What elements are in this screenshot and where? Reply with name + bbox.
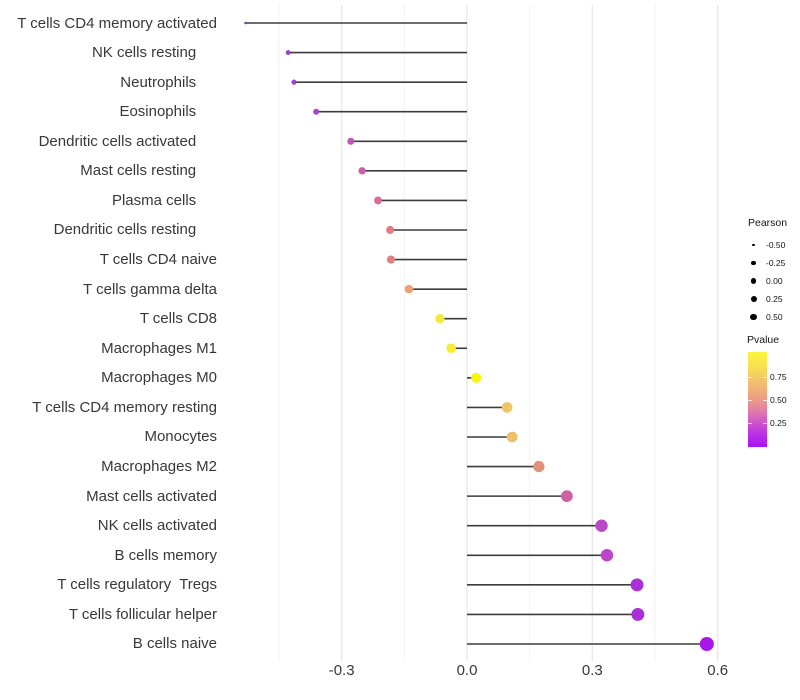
y-axis-label: Dendritic cells resting: [53, 221, 217, 239]
y-axis-label: B cells naive: [132, 635, 217, 653]
lollipop-dot: [501, 402, 513, 413]
y-axis-label: T cells CD4 memory activated: [17, 14, 217, 32]
lollipop-dot: [347, 137, 355, 145]
lollipop-dot: [506, 431, 518, 443]
lollipop-dot: [404, 284, 414, 294]
y-axis-label: T cells CD4 memory resting: [32, 398, 217, 416]
y-axis-label: Eosinophils: [119, 103, 217, 121]
legend-size-dot: [751, 260, 756, 266]
legend-size-label: 0.00: [766, 275, 783, 286]
legend-size-label: -0.50: [766, 239, 786, 250]
legend-size-dot: [750, 313, 757, 321]
y-axis-label: Mast cells activated: [86, 487, 217, 505]
y-axis-label: Mast cells resting: [80, 162, 217, 180]
colorbar-tick: [748, 400, 752, 401]
y-axis-label: Plasma cells: [111, 191, 217, 209]
y-axis-label: T cells gamma delta: [83, 280, 217, 298]
lollipop-dot: [560, 490, 573, 503]
colorbar-tick-label: 0.25: [770, 417, 787, 428]
lollipop-dot: [630, 578, 644, 592]
lollipop-dot: [291, 79, 297, 85]
y-axis-label: Neutrophils: [120, 73, 217, 91]
y-axis-label: T cells CD4 naive: [99, 251, 217, 269]
y-axis-label: Macrophages M2: [101, 458, 217, 476]
y-axis-label: T cells follicular helper: [68, 605, 217, 623]
lollipop-dot: [374, 196, 382, 205]
colorbar-tick: [748, 423, 752, 424]
lollipop-dot: [386, 255, 396, 264]
lollipop-dot: [358, 167, 366, 175]
legend-pvalue-title: Pvalue: [747, 334, 780, 346]
y-axis-label: T cells CD8: [139, 310, 217, 328]
legend-size-label: -0.25: [766, 257, 786, 268]
y-axis-label: Macrophages M1: [101, 339, 217, 357]
legend-size-label: 0.50: [766, 311, 783, 322]
lollipop-dot: [533, 460, 545, 473]
lollipop-dot: [471, 372, 482, 383]
y-axis-label: Monocytes: [144, 428, 217, 446]
y-axis-label: NK cells activated: [97, 517, 217, 535]
y-axis-label: NK cells resting: [91, 44, 217, 62]
y-axis-label: B cells memory: [114, 546, 217, 564]
x-axis-tick-label: 0.6: [707, 662, 729, 679]
x-axis-tick-label: -0.3: [328, 662, 355, 679]
y-axis-label: T cells regulatory Tregs: [57, 576, 217, 594]
legend-size-dot: [750, 296, 757, 302]
legend-pearson-title: Pearson: [748, 217, 788, 229]
colorbar-tick-label: 0.75: [770, 371, 787, 382]
legend-size-dot: [750, 278, 757, 284]
pvalue-colorbar: [748, 352, 767, 447]
y-axis-label: Macrophages M0: [101, 369, 217, 387]
lollipop-dot: [446, 343, 456, 354]
y-axis-label: Dendritic cells activated: [38, 132, 217, 150]
lollipop-dot: [631, 607, 645, 621]
legend-size-dot: [752, 243, 755, 247]
lollipop-dot: [435, 314, 445, 324]
colorbar-tick: [763, 377, 767, 378]
lollipop-dot: [313, 108, 320, 115]
lollipop-dot: [244, 21, 247, 25]
lollipop-dot: [285, 50, 291, 56]
lollipop-dot: [699, 636, 714, 651]
colorbar-tick: [763, 423, 767, 424]
lollipop-dot: [600, 549, 614, 562]
colorbar-tick-label: 0.50: [770, 394, 787, 405]
legend-size-label: 0.25: [766, 293, 783, 304]
lollipop-dot: [595, 519, 608, 532]
x-axis-tick-label: 0.3: [581, 662, 603, 679]
colorbar-tick: [748, 377, 752, 378]
colorbar-tick: [763, 400, 767, 401]
x-axis-tick-label: 0.0: [456, 662, 478, 679]
lollipop-dot: [386, 225, 395, 235]
